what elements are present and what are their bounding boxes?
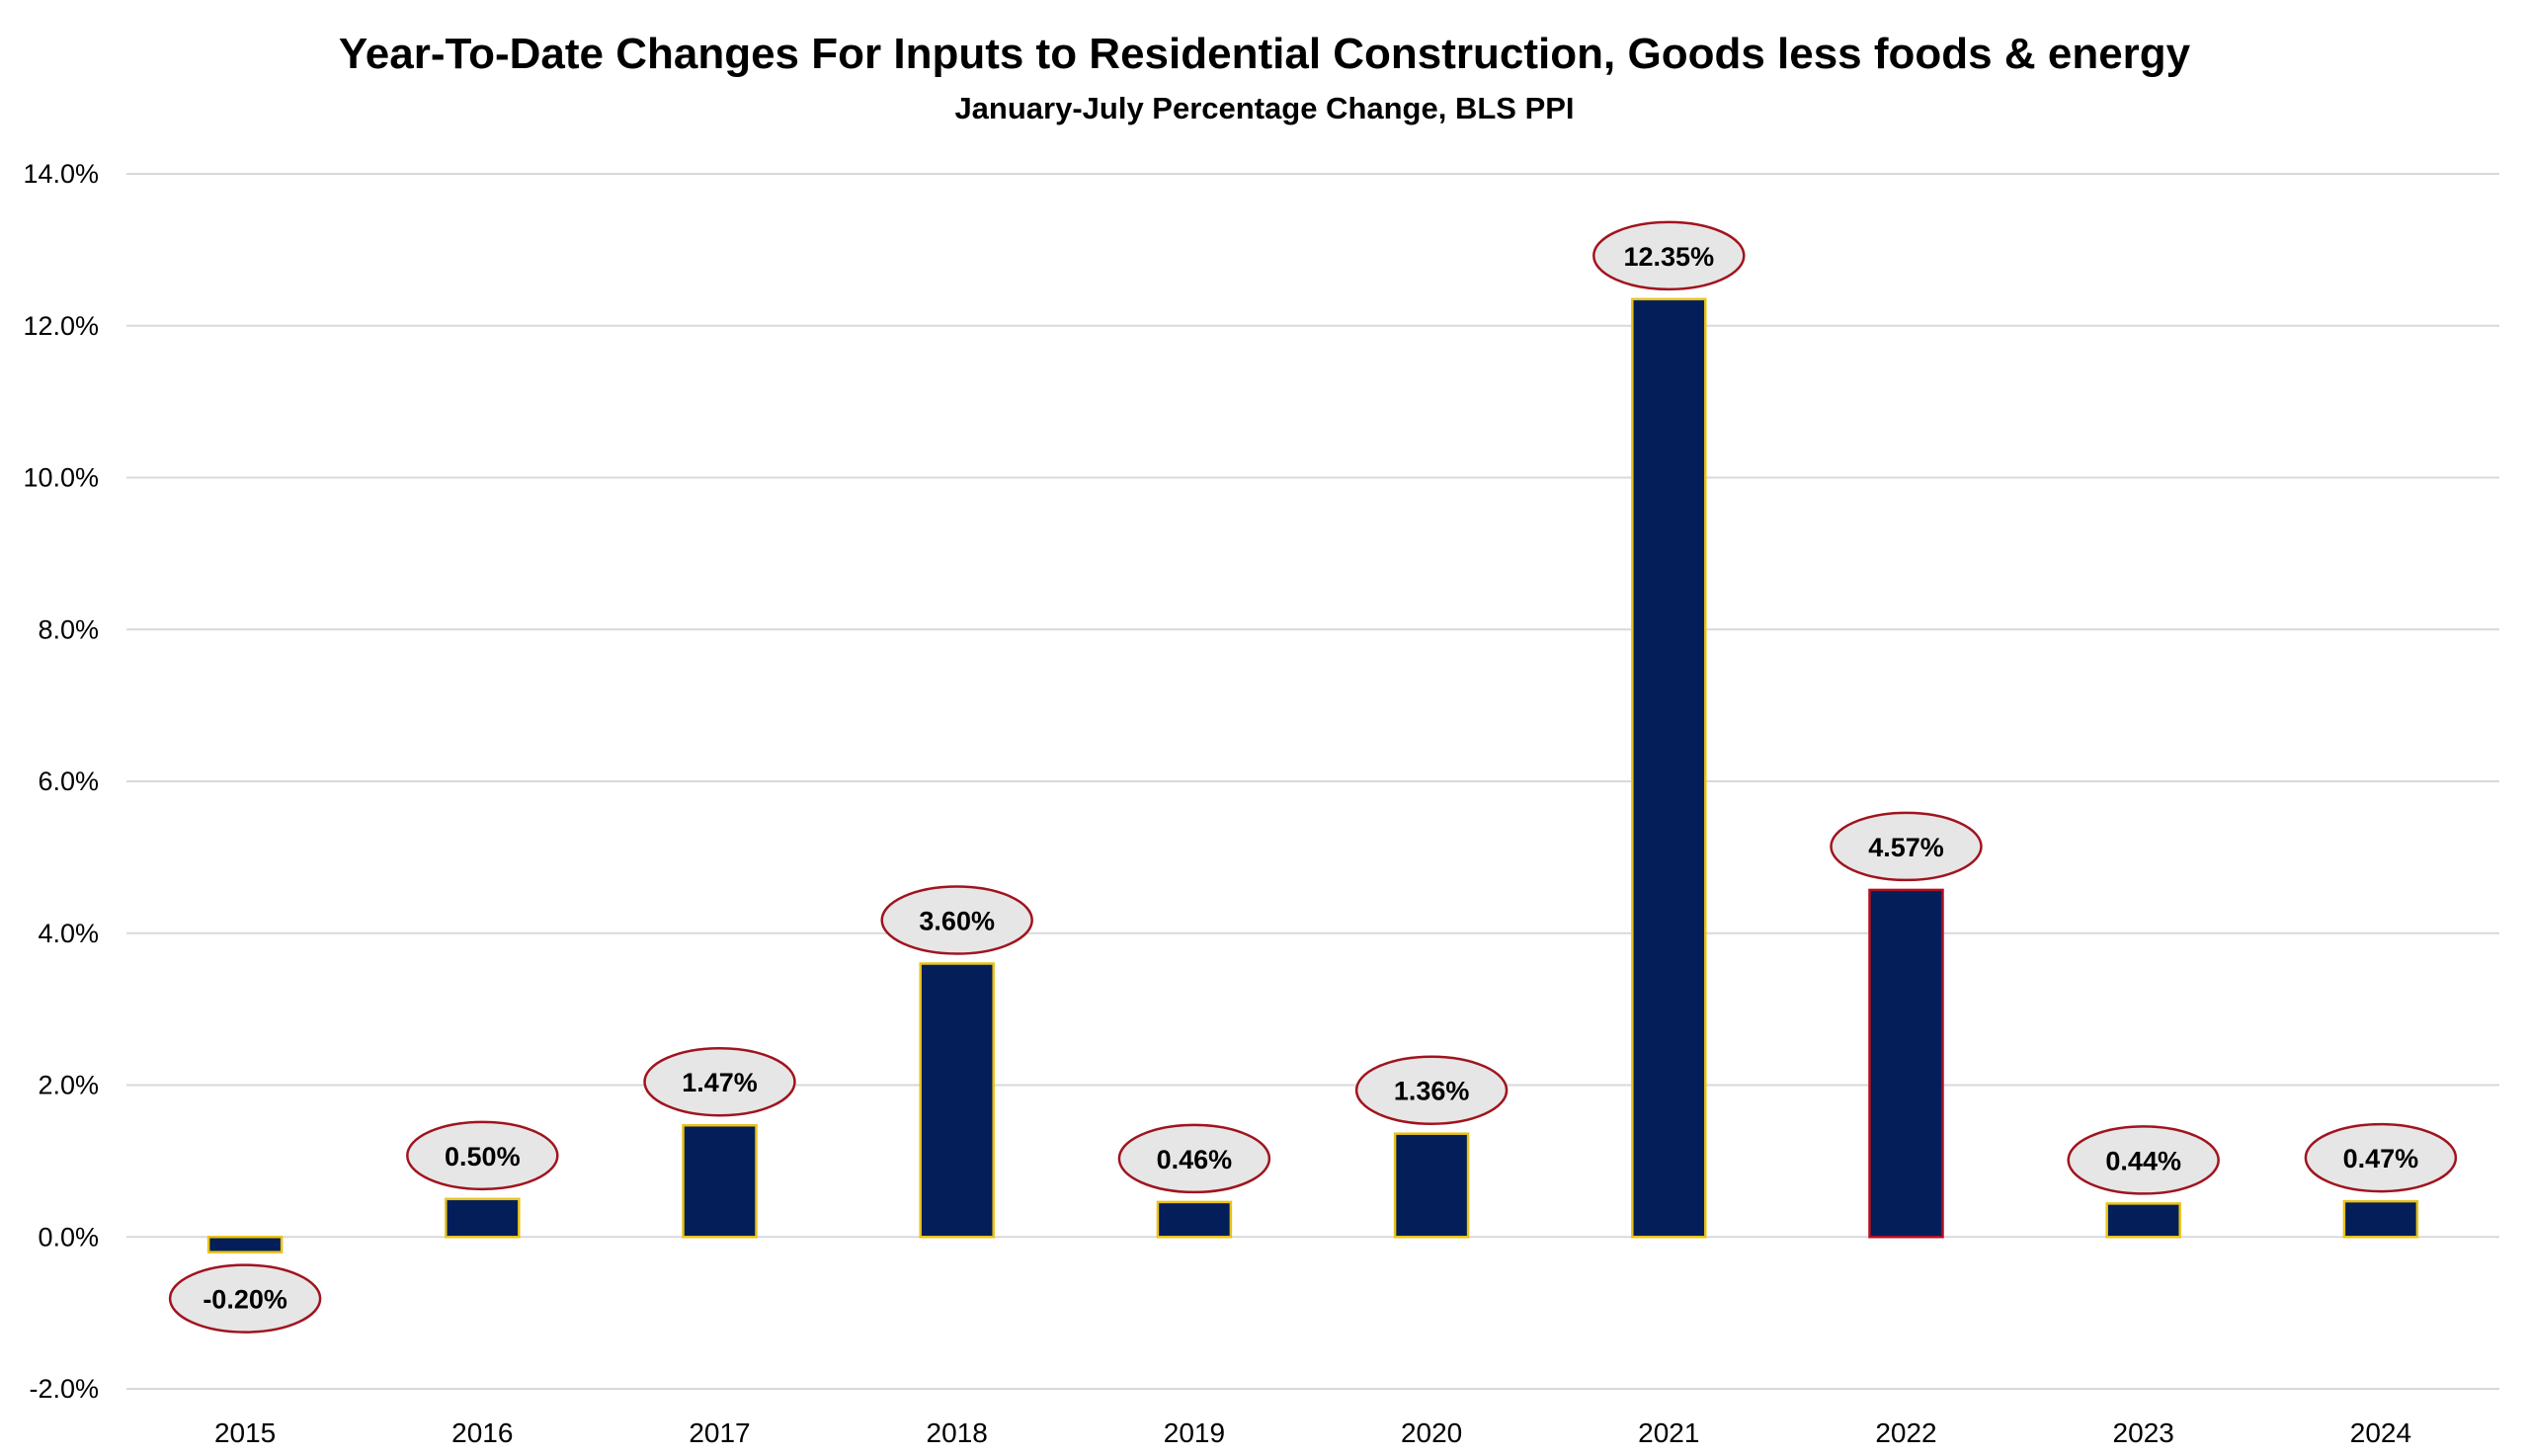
data-label: 0.47%	[2343, 1144, 2419, 1173]
data-label-bubble	[880, 885, 1033, 955]
bar	[1631, 297, 1707, 1239]
y-tick-label: 12.0%	[23, 311, 99, 341]
data-label-bubble	[168, 1263, 322, 1334]
data-label-bubble	[1354, 1055, 1509, 1125]
data-label-bubble	[1117, 1123, 1271, 1194]
y-tick-label: 8.0%	[38, 614, 99, 644]
bar	[445, 1197, 521, 1239]
y-tick-label: 4.0%	[38, 919, 99, 948]
data-label: 1.47%	[682, 1068, 758, 1097]
data-label-bubble	[1830, 811, 1983, 882]
data-label: 1.36%	[1394, 1077, 1470, 1106]
bar	[206, 1236, 284, 1254]
bar	[1156, 1200, 1233, 1239]
x-tick-label: 2016	[451, 1417, 513, 1448]
data-label-bubble	[2067, 1125, 2220, 1195]
data-label: -0.20%	[203, 1285, 287, 1315]
y-tick-label: 2.0%	[38, 1071, 99, 1100]
chart-subtitle: January-July Percentage Change, BLS PPI	[954, 91, 1575, 125]
y-tick-label: -2.0%	[29, 1374, 99, 1404]
data-label: 3.60%	[919, 907, 995, 936]
data-label-bubble	[643, 1046, 796, 1117]
y-tick-label: 6.0%	[38, 767, 99, 796]
y-tick-label: 10.0%	[23, 463, 99, 493]
data-label: 0.50%	[445, 1142, 521, 1172]
x-tick-label: 2019	[1164, 1417, 1225, 1448]
x-tick-label: 2018	[927, 1417, 988, 1448]
data-label: 4.57%	[1868, 833, 1944, 862]
x-tick-label: 2022	[1875, 1417, 1936, 1448]
data-label-bubble	[406, 1120, 559, 1191]
data-label: 0.46%	[1157, 1145, 1233, 1174]
x-tick-label: 2024	[2350, 1417, 2411, 1448]
x-tick-label: 2017	[689, 1417, 750, 1448]
bar	[1393, 1132, 1470, 1239]
x-tick-label: 2015	[214, 1417, 276, 1448]
chart-title: Year-To-Date Changes For Inputs to Resid…	[338, 30, 2191, 78]
data-label: 12.35%	[1624, 242, 1715, 272]
y-tick-label: 0.0%	[38, 1222, 99, 1252]
data-label-bubble	[2304, 1122, 2458, 1193]
bar	[682, 1123, 758, 1239]
bar	[2105, 1202, 2181, 1239]
x-tick-label: 2021	[1638, 1417, 1699, 1448]
data-label: 0.44%	[2105, 1146, 2181, 1175]
x-tick-label: 2020	[1401, 1417, 1462, 1448]
bar	[2342, 1199, 2419, 1239]
data-label-bubble	[1592, 220, 1746, 291]
x-tick-label: 2023	[2113, 1417, 2174, 1448]
bar	[1868, 888, 1944, 1239]
bar	[919, 962, 995, 1239]
y-tick-label: 14.0%	[23, 159, 99, 189]
